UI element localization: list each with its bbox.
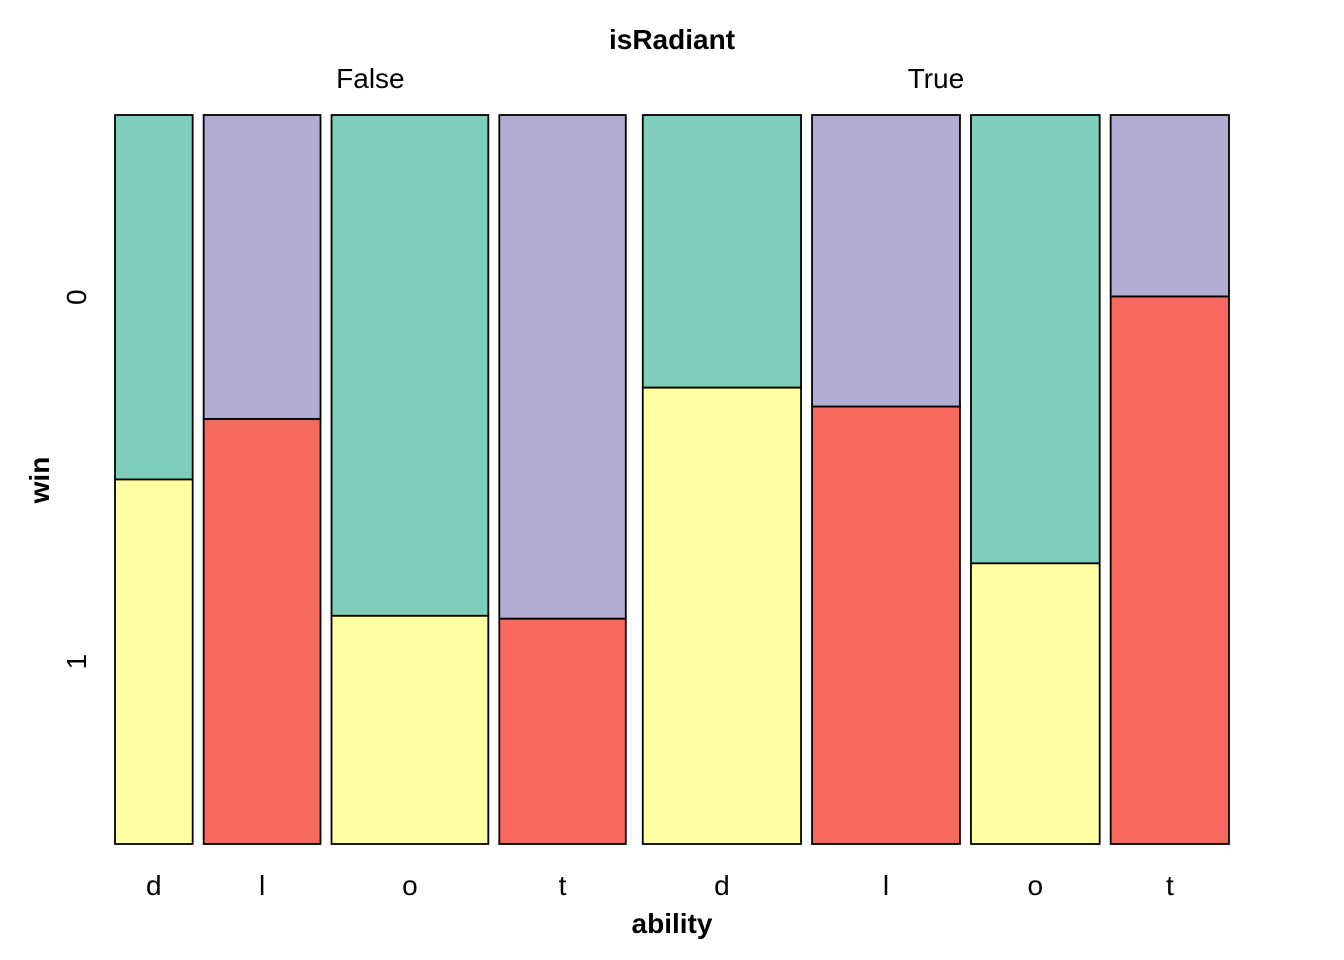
- mosaic-cell-false-o-win-0: [330, 114, 490, 617]
- mosaic-bars: [114, 114, 1230, 845]
- mosaic-cell-true-l-win-1: [811, 405, 961, 845]
- mosaic-cell-true-d-win-0: [641, 114, 802, 389]
- x-tick-label: t: [1166, 870, 1174, 901]
- mosaic-cell-true-l-win-0: [811, 114, 961, 408]
- mosaic-cell-true-o-win-0: [970, 114, 1101, 565]
- group-labels: False True: [336, 63, 964, 94]
- mosaic-cell-false-t-win-1: [498, 617, 627, 845]
- y-tick-label: 1: [61, 654, 92, 670]
- x-tick-label: d: [714, 870, 730, 901]
- mosaic-cell-false-d-win-1: [114, 478, 194, 845]
- mosaic-cell-true-d-win-1: [641, 386, 802, 845]
- x-tick-label: o: [1028, 870, 1044, 901]
- chart-title: isRadiant: [609, 24, 735, 55]
- mosaic-cell-true-o-win-1: [970, 562, 1101, 845]
- mosaic-cell-false-d-win-0: [114, 114, 194, 481]
- mosaic-cell-false-t-win-0: [498, 114, 627, 620]
- mosaic-cell-true-t-win-1: [1109, 295, 1230, 845]
- y-axis-label: win: [24, 457, 55, 505]
- y-tick-label: 0: [61, 289, 92, 305]
- mosaic-cell-false-o-win-1: [330, 614, 490, 845]
- mosaic-cell-false-l-win-0: [202, 114, 322, 420]
- mosaic-cell-false-l-win-1: [202, 418, 322, 845]
- group-label: False: [336, 63, 404, 94]
- group-label: True: [908, 63, 965, 94]
- x-axis-label: ability: [632, 908, 713, 939]
- x-tick-label: l: [883, 870, 889, 901]
- x-tick-label: t: [559, 870, 567, 901]
- mosaic-cell-true-t-win-0: [1109, 114, 1230, 298]
- x-tick-label: l: [259, 870, 265, 901]
- x-tick-label: o: [402, 870, 418, 901]
- x-tick-label: d: [146, 870, 162, 901]
- y-tick-labels: 01: [61, 289, 92, 669]
